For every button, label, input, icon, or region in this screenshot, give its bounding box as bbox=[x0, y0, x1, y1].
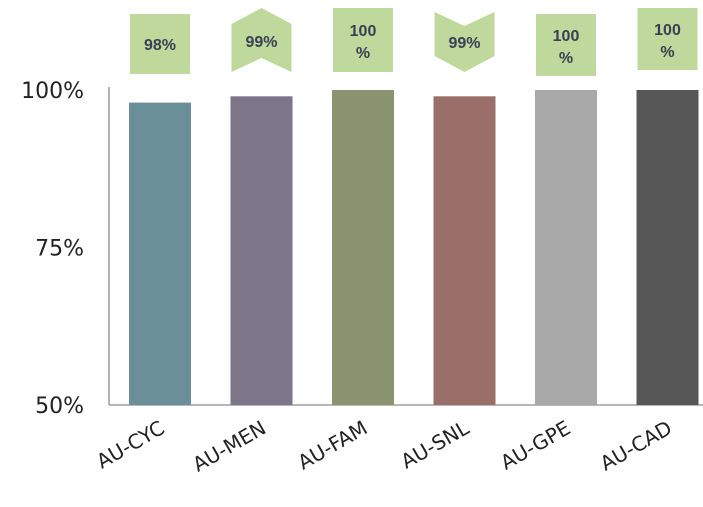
data-label-line: 100 bbox=[654, 22, 681, 39]
bar bbox=[231, 96, 293, 405]
bar bbox=[332, 90, 394, 405]
y-tick-label: 50% bbox=[35, 394, 84, 419]
x-categories: AU-CYC AU-MEN AU-FAM AU-SNL AU-GPE AU-CAD bbox=[92, 415, 676, 476]
bars bbox=[129, 90, 699, 405]
x-category-label: AU-CYC bbox=[92, 416, 168, 474]
x-category-label: AU-CAD bbox=[596, 416, 676, 476]
x-category-label: AU-SNL bbox=[397, 415, 474, 473]
data-label-line: % bbox=[660, 44, 674, 61]
bar bbox=[129, 103, 191, 405]
y-ticks: 50% 75% 100% bbox=[21, 79, 84, 419]
data-label-line: % bbox=[356, 45, 370, 62]
data-label-line: % bbox=[559, 50, 573, 67]
data-label: 98% bbox=[144, 37, 176, 54]
bar bbox=[637, 90, 699, 405]
x-category-label: AU-MEN bbox=[188, 416, 270, 477]
data-label-line: 100 bbox=[553, 28, 580, 45]
y-tick-label: 100% bbox=[21, 79, 84, 104]
x-category-label: AU-GPE bbox=[496, 416, 574, 475]
data-label-line: 100 bbox=[350, 23, 377, 40]
bar bbox=[535, 90, 597, 405]
bar bbox=[434, 96, 496, 405]
data-labels: 98% 99% 100 % 99% 100 % 100% bbox=[130, 8, 698, 76]
axes bbox=[109, 87, 703, 405]
data-label-shape bbox=[333, 8, 393, 72]
data-label: 99% bbox=[448, 35, 480, 52]
x-category-label: AU-FAM bbox=[294, 416, 372, 475]
data-label: 99% bbox=[245, 34, 277, 51]
y-tick-label: 75% bbox=[35, 237, 84, 262]
